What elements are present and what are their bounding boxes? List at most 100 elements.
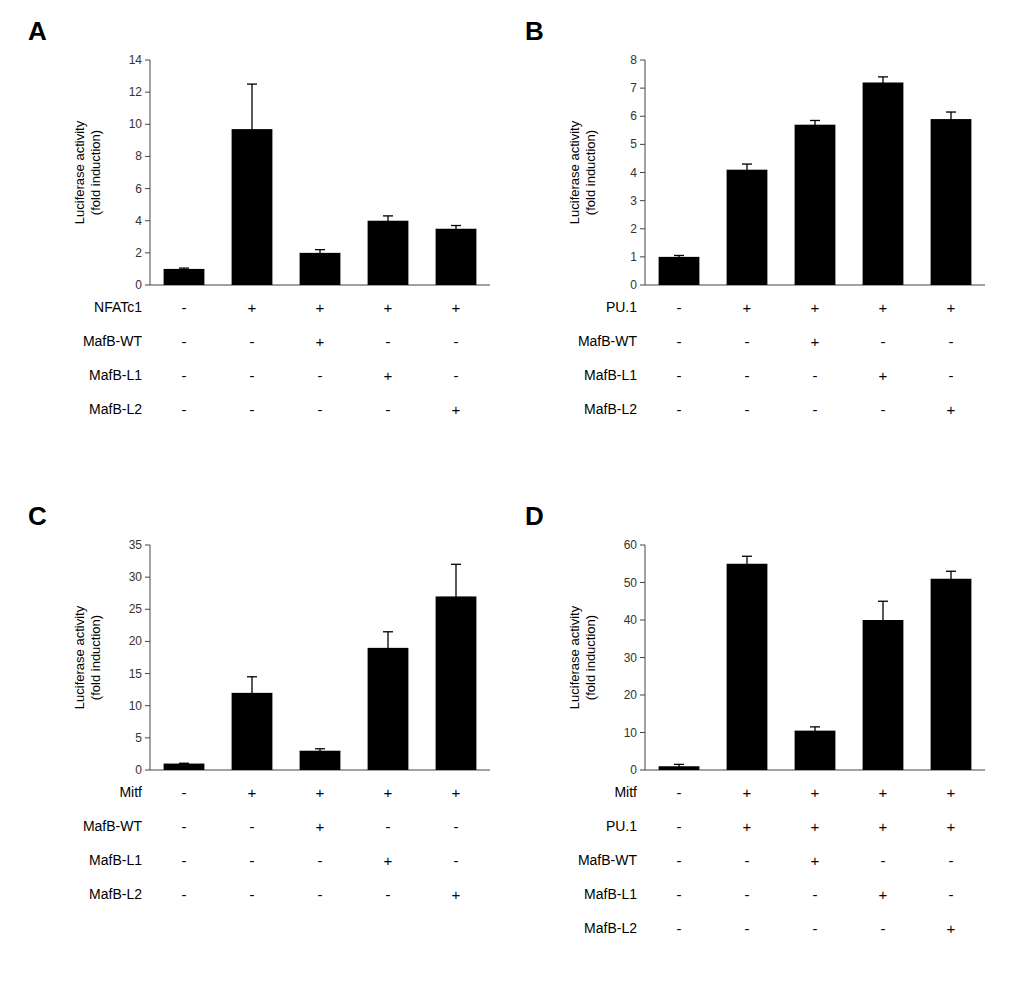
sign: +: [947, 920, 956, 937]
sign: -: [745, 367, 750, 384]
sign: -: [182, 852, 187, 869]
y-tick-label: 14: [129, 53, 143, 67]
sign: +: [248, 784, 257, 801]
y-tick: [145, 252, 150, 253]
panel-label: D: [525, 501, 544, 531]
y-tick-label: 10: [129, 117, 143, 131]
y-tick: [640, 60, 645, 61]
sign: -: [182, 784, 187, 801]
row-label: Mitf: [119, 784, 142, 800]
sign: -: [745, 333, 750, 350]
y-tick-label: 0: [630, 763, 637, 777]
error-bar: [810, 120, 820, 128]
sign: -: [318, 852, 323, 869]
bar: [863, 620, 904, 770]
sign: +: [879, 367, 888, 384]
sign: +: [743, 784, 752, 801]
y-axis-label: Luciferase activity(fold induction): [72, 605, 103, 709]
sign: -: [745, 852, 750, 869]
sign: +: [316, 784, 325, 801]
panel: B012345678Luciferase activity(fold induc…: [525, 16, 985, 418]
sign: +: [248, 299, 257, 316]
sign: +: [316, 299, 325, 316]
y-axis: [150, 545, 151, 770]
sign: +: [879, 818, 888, 835]
y-tick-label: 50: [624, 576, 638, 590]
y-tick: [640, 228, 645, 229]
bars: [164, 84, 477, 285]
sign: -: [250, 818, 255, 835]
error-bar: [451, 564, 461, 628]
sign: +: [452, 401, 461, 418]
y-tick-label: 3: [630, 194, 637, 208]
y-tick: [145, 673, 150, 674]
bar: [300, 253, 341, 285]
sign: -: [318, 401, 323, 418]
y-tick-label: 40: [624, 613, 638, 627]
bars: [659, 77, 972, 285]
error-bar: [315, 749, 325, 753]
sign: -: [454, 818, 459, 835]
y-tick: [145, 156, 150, 157]
error-bar: [742, 164, 752, 175]
sign: -: [813, 367, 818, 384]
y-tick: [640, 695, 645, 696]
error-bar: [247, 84, 257, 174]
y-tick-label: 20: [624, 688, 638, 702]
bar: [164, 269, 205, 285]
sign: -: [949, 367, 954, 384]
y-tick-label: 35: [129, 538, 143, 552]
y-tick: [640, 200, 645, 201]
error-bar: [674, 764, 684, 768]
panel: A02468101214Luciferase activity(fold ind…: [28, 16, 490, 418]
row-label: MafB-WT: [578, 852, 638, 868]
sign: +: [879, 299, 888, 316]
y-tick: [145, 545, 150, 546]
bars: [659, 556, 972, 770]
bar: [795, 731, 836, 770]
y-tick-label: 60: [624, 538, 638, 552]
y-tick: [640, 88, 645, 89]
sign: +: [811, 784, 820, 801]
panel: D0102030405060Luciferase activity(fold i…: [525, 501, 985, 937]
row-label: MafB-WT: [83, 333, 143, 349]
sign: -: [677, 886, 682, 903]
sign: -: [386, 401, 391, 418]
sign: -: [677, 852, 682, 869]
sign: +: [811, 299, 820, 316]
bar: [436, 229, 477, 285]
y-tick: [640, 256, 645, 257]
sign: -: [250, 333, 255, 350]
sign: -: [182, 299, 187, 316]
y-tick-label: 15: [129, 667, 143, 681]
sign: +: [811, 852, 820, 869]
bars: [164, 564, 477, 770]
y-tick: [640, 657, 645, 658]
y-tick: [145, 770, 150, 771]
sign: -: [318, 367, 323, 384]
sign: -: [386, 886, 391, 903]
sign: -: [250, 367, 255, 384]
row-label: MafB-L1: [584, 886, 637, 902]
sign: -: [813, 401, 818, 418]
sign: -: [745, 401, 750, 418]
y-tick: [640, 116, 645, 117]
sign: +: [452, 886, 461, 903]
y-tick: [145, 92, 150, 93]
sign: -: [949, 852, 954, 869]
y-tick-label: 30: [129, 570, 143, 584]
row-label: NFATc1: [94, 299, 142, 315]
sign: +: [384, 852, 393, 869]
y-tick-label: 0: [135, 278, 142, 292]
y-tick-label: 1: [630, 250, 637, 264]
sign: -: [250, 401, 255, 418]
y-axis: [150, 60, 151, 285]
bar: [300, 751, 341, 770]
y-tick: [640, 582, 645, 583]
row-label: PU.1: [606, 818, 637, 834]
y-tick-label: 5: [135, 731, 142, 745]
error-bar: [247, 677, 257, 709]
sign: -: [813, 920, 818, 937]
error-bar: [810, 727, 820, 735]
row-label: MafB-L2: [584, 920, 637, 936]
